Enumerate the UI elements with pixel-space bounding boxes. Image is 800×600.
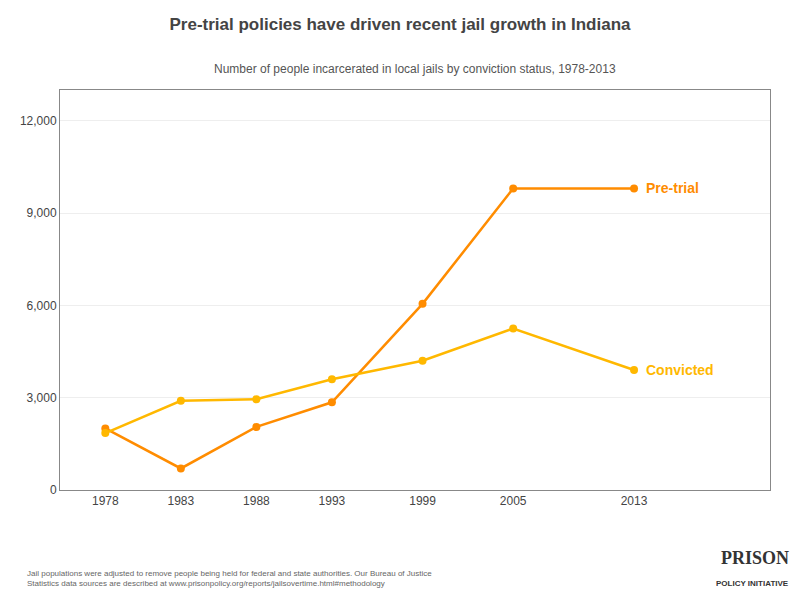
- svg-text:2005: 2005: [500, 494, 527, 508]
- svg-text:Jail populations were adjusted: Jail populations were adjusted to remove…: [27, 569, 432, 588]
- svg-text:1983: 1983: [167, 494, 194, 508]
- svg-text:1999: 1999: [409, 494, 436, 508]
- svg-text:2013: 2013: [621, 494, 648, 508]
- svg-text:9,000: 9,000: [27, 206, 57, 220]
- svg-text:PRISON: PRISON: [721, 548, 789, 568]
- svg-text:12,000: 12,000: [20, 114, 57, 128]
- svg-text:Pre-trial: Pre-trial: [646, 180, 699, 196]
- svg-text:Convicted: Convicted: [646, 362, 714, 378]
- svg-text:3,000: 3,000: [27, 391, 57, 405]
- svg-text:1988: 1988: [243, 494, 270, 508]
- svg-text:Number of people incarcerated: Number of people incarcerated in local j…: [214, 62, 616, 76]
- svg-text:0: 0: [50, 483, 57, 497]
- svg-text:Pre-trial policies have driven: Pre-trial policies have driven recent ja…: [169, 15, 631, 34]
- svg-text:6,000: 6,000: [27, 299, 57, 313]
- svg-text:1978: 1978: [92, 494, 119, 508]
- svg-text:POLICY INITIATIVE: POLICY INITIATIVE: [716, 579, 789, 588]
- svg-text:1993: 1993: [319, 494, 346, 508]
